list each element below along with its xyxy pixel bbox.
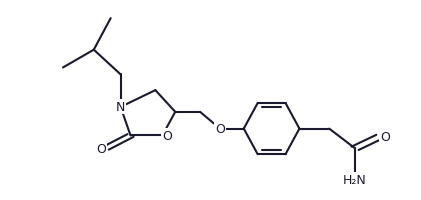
Text: O: O (380, 130, 390, 143)
Text: N: N (116, 101, 125, 114)
Text: O: O (215, 122, 225, 135)
Text: O: O (163, 129, 172, 142)
Text: H₂N: H₂N (343, 173, 367, 186)
Text: O: O (96, 142, 106, 155)
